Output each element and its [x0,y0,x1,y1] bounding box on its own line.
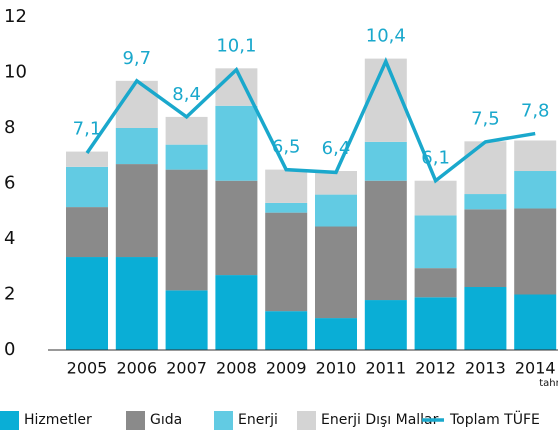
x-tick-label: 2007 [166,359,207,378]
data-label: 9,7 [122,48,151,69]
legend-swatch [126,411,145,430]
legend-swatch [214,411,233,430]
y-tick-label: 0 [4,339,15,360]
bar-segment [265,202,308,213]
x-tick-label: 2013 [465,359,506,378]
data-label: 7,5 [471,108,500,129]
legend-swatch [0,411,19,430]
bar-segment [115,257,158,350]
legend-label: Enerji [238,412,278,428]
bar-segment [165,169,208,291]
x-tick-label: 2009 [266,359,307,378]
bar-segment [315,318,357,350]
x-tick-label: 2014 [515,359,556,378]
data-label: 8,4 [172,84,201,105]
bar-segment [66,207,108,258]
data-label: 7,8 [521,101,550,122]
bar-segment [364,141,407,181]
bar-segment [514,294,557,350]
bar-segment [364,58,407,142]
bar-segment [414,268,457,298]
y-tick-label: 12 [4,6,27,27]
y-tick-label: 2 [4,284,15,305]
bar-segment [265,212,308,312]
y-tick-label: 10 [4,62,27,83]
line [85,56,536,184]
bar-segment [215,180,258,276]
bar-segment [364,180,407,301]
bar-segment [115,80,158,128]
bar-segment [315,194,357,227]
bar-segment [165,116,208,145]
bar-segment [165,144,208,170]
bar-segment [414,297,457,350]
x-tick-label: 2005 [67,359,108,378]
bar-segment [215,105,258,181]
bar-segment [464,209,507,288]
y-tick-label: 4 [4,228,15,249]
y-tick-label: 6 [4,173,15,194]
bar-segment [66,257,108,350]
x-tick-label: 2012 [415,359,456,378]
legend-label: Enerji Dışı Mallar [321,412,439,428]
bar-segment [464,194,507,210]
bar-segment [165,290,208,350]
data-label: 6,4 [322,138,351,159]
bar-segment [414,180,457,216]
bar-segment [66,151,108,167]
bar-segment [464,287,507,350]
bar-segment [364,300,407,350]
x-tick-label: 2010 [316,359,357,378]
bar-segment [315,226,357,319]
x-tick-label: 2008 [216,359,257,378]
legend-swatch [297,411,316,430]
annotation: tahmini [539,378,558,389]
bar-segment [265,311,308,350]
bar-segment [315,171,357,195]
data-label: 10,4 [366,26,406,47]
legend-label: Gıda [150,412,182,428]
bar-segment [514,171,557,209]
data-label: 7,1 [73,119,102,140]
y-tick-label: 8 [4,117,15,138]
bar-segment [66,166,108,208]
bar-segment [464,141,507,195]
data-label: 6,1 [421,148,450,169]
bar-segment [514,208,557,295]
bar-segment [414,215,457,269]
data-label: 10,1 [216,35,256,56]
bar-segment [115,164,158,258]
x-tick-label: 2011 [365,359,406,378]
legend-label: Toplam TÜFE [449,410,540,428]
data-label: 6,5 [272,137,301,158]
bar-segment [514,140,557,172]
bar-segment [115,128,158,165]
bar-segment [215,275,258,350]
bar-segment [265,169,308,203]
x-tick-label: 2006 [116,359,157,378]
legend-label: Hizmetler [24,412,92,428]
